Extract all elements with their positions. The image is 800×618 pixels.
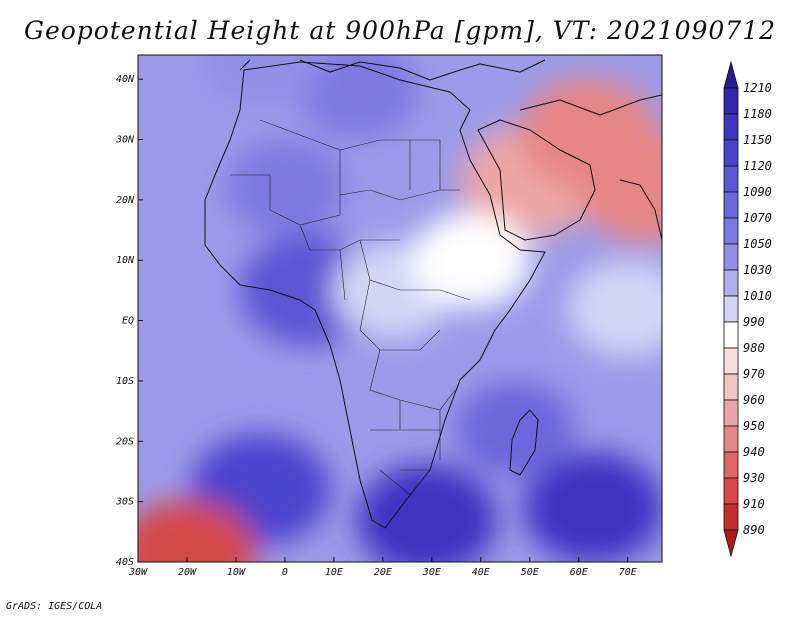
colorbar-box bbox=[723, 321, 739, 349]
lon-tick-label: 20W bbox=[178, 567, 197, 578]
field-blob-india-low bbox=[577, 131, 662, 244]
latitude-axis: 40N 30N 20N 10N EQ 10S 20S 30S 40S bbox=[115, 74, 143, 568]
colorbar-arrow-top bbox=[723, 60, 739, 89]
lat-tick-label: 40N bbox=[116, 74, 135, 85]
height-field bbox=[138, 55, 662, 562]
map-frame bbox=[137, 54, 663, 563]
colorbar-box bbox=[723, 87, 739, 115]
field-blob-southwest-low bbox=[138, 499, 257, 562]
colorbar-label: 980 bbox=[743, 341, 765, 355]
colorbar-box bbox=[723, 503, 739, 531]
colorbar-label: 1030 bbox=[743, 263, 772, 277]
field-blob-ethiopia bbox=[411, 212, 532, 309]
colorbar-label: 1070 bbox=[743, 211, 772, 225]
lon-tick-label: 20E bbox=[374, 567, 392, 578]
colorbar-label: 960 bbox=[743, 393, 765, 407]
field-blob-south-africa-high bbox=[356, 463, 497, 562]
colorbar-box bbox=[723, 165, 739, 193]
colorbar-box bbox=[723, 347, 739, 375]
colorbar-box bbox=[723, 191, 739, 219]
lat-tick-label: 10S bbox=[116, 376, 134, 387]
lon-tick-label: 10W bbox=[227, 567, 246, 578]
europe-coastline bbox=[239, 59, 546, 81]
colorbar-box bbox=[723, 295, 739, 323]
colorbar-box bbox=[723, 217, 739, 245]
lat-tick-label: 40S bbox=[116, 557, 134, 568]
colorbar-label: 910 bbox=[743, 497, 765, 511]
field-blob-indian-ocean-eq bbox=[567, 260, 662, 357]
lon-tick-label: 50E bbox=[521, 567, 539, 578]
lon-tick-label: 30W bbox=[128, 567, 148, 578]
field-blob-madagascar bbox=[455, 381, 576, 478]
colorbar-box bbox=[723, 425, 739, 453]
field-contours bbox=[138, 55, 662, 562]
lat-tick-label: 10N bbox=[116, 255, 135, 266]
colorbar-label: 1050 bbox=[743, 237, 772, 251]
madagascar-coastline bbox=[509, 409, 539, 476]
colorbar-label: 930 bbox=[743, 471, 765, 485]
colorbar-label: 950 bbox=[743, 419, 765, 433]
colorbar-label: 1120 bbox=[743, 159, 772, 173]
lon-tick-label: 70E bbox=[619, 567, 637, 578]
lon-tick-label: 0 bbox=[282, 567, 288, 578]
lat-tick-label: 30S bbox=[115, 497, 134, 508]
colorbar-label: 940 bbox=[743, 445, 765, 459]
colorbar-box bbox=[723, 139, 739, 167]
lat-tick-label: 30N bbox=[115, 135, 135, 146]
longitude-axis: 30W 20W 10W 0 10E 20E 30E 40E 50E 60E 70E bbox=[128, 557, 637, 578]
field-blob-sahara bbox=[224, 139, 345, 236]
country-borders bbox=[230, 119, 471, 496]
border-lines bbox=[230, 119, 471, 496]
colorbar-label: 1010 bbox=[743, 289, 772, 303]
colorbar-box bbox=[723, 477, 739, 505]
lat-tick-label: 20S bbox=[116, 436, 134, 447]
chart-title: Geopotential Height at 900hPa [gpm], VT:… bbox=[23, 16, 777, 45]
colorbar-box bbox=[723, 399, 739, 427]
colorbar-label: 1210 bbox=[743, 81, 772, 95]
lat-tick-label: 20N bbox=[116, 195, 135, 206]
colorbar-box bbox=[723, 269, 739, 297]
colorbar-box bbox=[723, 373, 739, 401]
colorbar-box bbox=[723, 113, 739, 141]
lat-tick-label: EQ bbox=[122, 316, 134, 327]
colorbar-label: 990 bbox=[743, 315, 765, 329]
grads-credit: GrADS: IGES/COLA bbox=[6, 601, 103, 612]
field-blob-indian-high bbox=[523, 451, 662, 562]
india-coastline bbox=[619, 179, 662, 300]
persia-coastline bbox=[519, 94, 662, 116]
lon-tick-label: 30E bbox=[422, 567, 441, 578]
lon-tick-label: 60E bbox=[570, 567, 588, 578]
lon-tick-label: 10E bbox=[325, 567, 343, 578]
lon-tick-label: 40E bbox=[472, 567, 490, 578]
arabia-coastline bbox=[477, 119, 596, 241]
field-blob-iberia bbox=[200, 55, 321, 110]
colorbar-label: 890 bbox=[743, 523, 765, 537]
colorbar-label: 970 bbox=[743, 367, 765, 381]
colorbar-label: 1090 bbox=[743, 185, 772, 199]
colorbar-arrow-bottom bbox=[723, 529, 739, 558]
colorbar-label: 1180 bbox=[743, 107, 772, 121]
colorbar-label: 1150 bbox=[743, 133, 772, 147]
colorbar: 1210 1180 1150 1120 1090 1070 1050 1030 1010 990 9… bbox=[723, 60, 772, 558]
colorbar-box bbox=[723, 451, 739, 479]
colorbar-box bbox=[723, 243, 739, 271]
